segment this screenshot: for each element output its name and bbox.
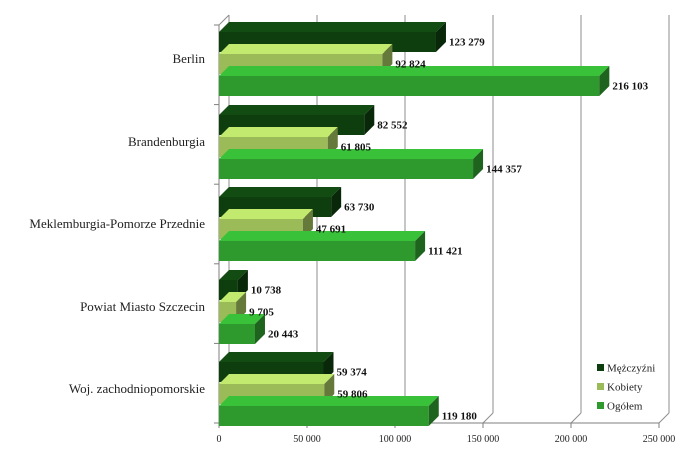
bar-top-face <box>219 314 265 324</box>
legend-label-2: Kobiety <box>607 382 643 394</box>
bar-3-2 <box>219 149 484 179</box>
x-tick-label-0: 0 <box>217 434 222 445</box>
left-wall-top <box>218 14 230 26</box>
bar-top-face <box>219 66 610 76</box>
bar-3-4 <box>219 314 265 344</box>
value-label-1-5: 59 374 <box>336 367 367 379</box>
category-label-2: Brandenburgia <box>128 134 205 149</box>
category-label-3: Meklemburgia-Pomorze Przednie <box>29 216 205 231</box>
bar-side-face <box>254 314 265 344</box>
x-tick-label-4: 200 000 <box>555 434 588 445</box>
value-label-2-5: 59 806 <box>337 389 368 401</box>
legend-item-2: Kobiety <box>597 382 643 394</box>
bar-3-3 <box>219 231 426 261</box>
floor-gridline-3 <box>482 412 494 424</box>
bar-top-face <box>219 396 439 406</box>
x-tick-label-1: 50 000 <box>293 434 321 445</box>
bar-top-face <box>219 270 248 280</box>
labels-layer: 0 50 000 100 000 150 000 200 000 250 000 123 2… <box>29 37 675 445</box>
bar-front-face <box>219 241 416 261</box>
bar-3-5 <box>219 396 439 426</box>
bar-front-face <box>219 76 600 96</box>
legend: Mężczyźni Kobiety Ogółem <box>597 363 655 413</box>
bar-top-face <box>219 105 375 115</box>
floor-gridline-4 <box>570 412 582 424</box>
value-label-3-3: 111 421 <box>428 246 463 258</box>
bar-top-face <box>219 292 247 302</box>
x-tick-label-5: 250 000 <box>643 434 676 445</box>
legend-item-1: Mężczyźni <box>597 363 655 375</box>
bar-front-face <box>219 406 429 426</box>
value-label-1-2: 82 552 <box>377 120 408 132</box>
x-tick-label-2: 100 000 <box>379 434 412 445</box>
bar-front-face <box>219 324 255 344</box>
legend-label-3: Ogółem <box>607 401 643 413</box>
value-label-3-5: 119 180 <box>442 411 478 423</box>
x-tick-label-3: 150 000 <box>467 434 500 445</box>
value-label-2-2: 61 805 <box>341 142 372 154</box>
bar-top-face <box>219 209 313 219</box>
bar-top-face <box>219 127 338 137</box>
value-label-2-3: 47 691 <box>316 224 346 236</box>
value-label-2-4: 9 705 <box>249 307 274 319</box>
bar-side-face <box>364 105 375 135</box>
category-label-1: Berlin <box>173 51 206 66</box>
bar-top-face <box>219 149 484 159</box>
category-label-4: Powiat Miasto Szczecin <box>80 299 205 314</box>
legend-label-1: Mężczyźni <box>607 363 655 375</box>
value-label-3-2: 144 357 <box>486 164 522 176</box>
legend-item-3: Ogółem <box>597 401 643 413</box>
legend-swatch-2 <box>597 383 604 390</box>
category-label-5: Woj. zachodniopomorskie <box>69 381 205 396</box>
value-label-1-3: 63 730 <box>344 202 375 214</box>
bar-side-face <box>435 22 446 52</box>
legend-swatch-3 <box>597 402 604 409</box>
bar-side-face <box>599 66 610 96</box>
floor-gridline-5 <box>658 412 670 424</box>
bar-side-face <box>473 149 484 179</box>
bar-3-1 <box>219 66 610 96</box>
bar-front-face <box>219 159 474 179</box>
bar-top-face <box>219 352 334 362</box>
bar-side-face <box>428 396 439 426</box>
bar-top-face <box>219 44 393 54</box>
legend-swatch-1 <box>597 364 604 371</box>
bar-side-face <box>415 231 426 261</box>
value-label-3-4: 20 443 <box>268 329 299 341</box>
value-label-3-1: 216 103 <box>612 81 648 93</box>
bar-top-face <box>219 22 446 32</box>
bar-top-face <box>219 187 342 197</box>
bar-top-face <box>219 374 335 384</box>
value-label-1-1: 123 279 <box>449 37 485 49</box>
bar-side-face <box>331 187 342 217</box>
value-label-2-1: 92 824 <box>395 59 426 71</box>
bar-top-face <box>219 231 426 241</box>
value-label-1-4: 10 738 <box>251 285 282 297</box>
bars-layer <box>219 22 610 426</box>
